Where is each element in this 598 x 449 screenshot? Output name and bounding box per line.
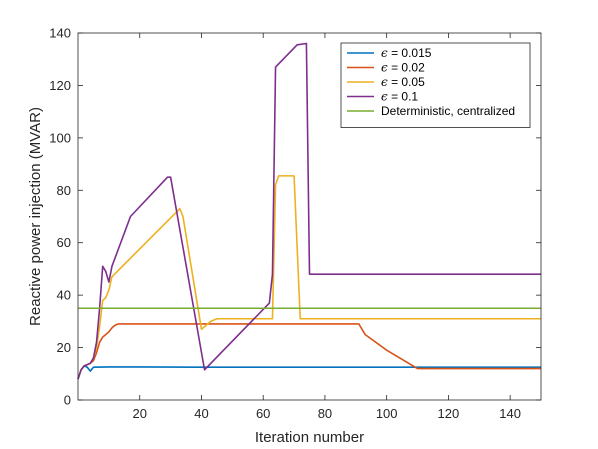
x-tick-label: 120 (438, 406, 460, 421)
legend-box (340, 42, 531, 128)
x-tick-label: 80 (318, 406, 332, 421)
x-tick-label: 140 (499, 406, 521, 421)
y-tick-label: 80 (57, 183, 71, 198)
y-axis-label: Reactive power injection (MVAR) (27, 107, 44, 326)
x-axis-label: Iteration number (255, 429, 364, 446)
x-tick-label: 100 (376, 406, 398, 421)
series-layer (77, 42, 541, 380)
y-tick-label: 40 (57, 288, 71, 303)
y-tick-label: 60 (57, 235, 71, 250)
legend-entry-1: ϵ = 0.015 (381, 46, 432, 60)
x-tick-label: 20 (132, 406, 146, 421)
legend-entry-2: ϵ = 0.02 (381, 61, 425, 75)
legend-entry-4: ϵ = 0.1 (381, 90, 418, 104)
y-tick-label: 100 (49, 130, 71, 145)
axes: 20 40 60 80 100 120 140 0 20 40 60 80 100 120 140 (49, 26, 542, 421)
series-line-4 (77, 42, 541, 380)
legend-entry-3: ϵ = 0.05 (381, 75, 425, 89)
x-tick-label: 40 (194, 406, 208, 421)
x-tick-label: 60 (256, 406, 270, 421)
axes-box (77, 32, 542, 401)
y-tick-label: 120 (49, 78, 71, 93)
legend-entry-5: Deterministic, centralized (381, 104, 515, 118)
y-tick-label: 20 (57, 340, 71, 355)
y-tick-label: 0 (64, 393, 71, 408)
y-tick-label: 140 (49, 26, 71, 41)
